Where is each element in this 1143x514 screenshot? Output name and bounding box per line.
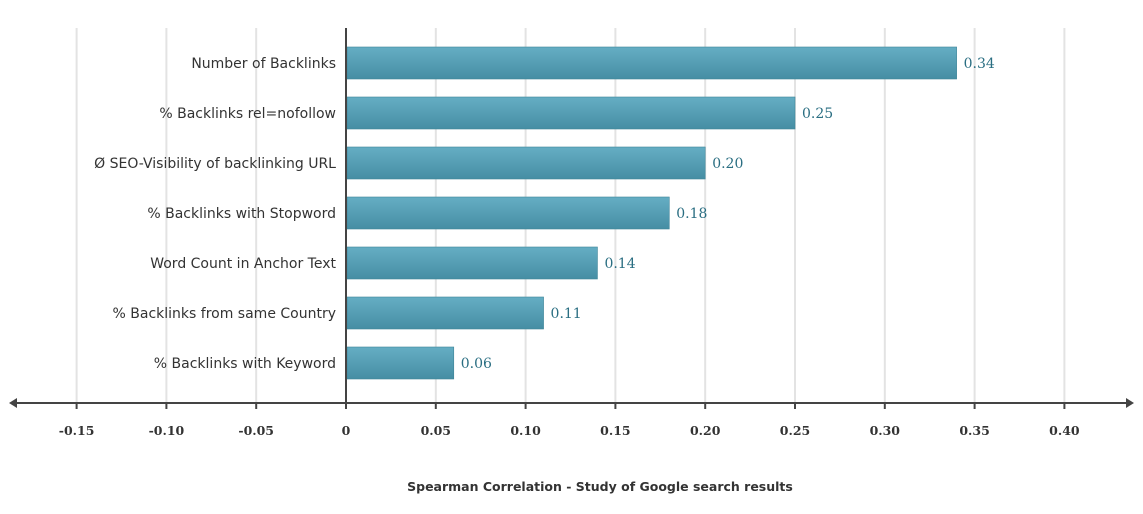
- category-label: Ø SEO-Visibility of backlinking URL: [94, 156, 336, 172]
- bar: [346, 146, 706, 180]
- category-label: % Backlinks rel=nofollow: [159, 106, 336, 122]
- bar: [346, 346, 455, 380]
- x-axis-left-arrow: [9, 398, 17, 408]
- value-label: 0.34: [964, 56, 995, 72]
- value-label: 0.06: [461, 356, 492, 372]
- x-axis-title: Spearman Correlation - Study of Google s…: [407, 479, 793, 494]
- value-label: 0.18: [676, 206, 707, 222]
- category-label: Word Count in Anchor Text: [150, 256, 336, 272]
- x-tick-label: 0.20: [690, 423, 721, 438]
- x-tick-label: 0.10: [510, 423, 541, 438]
- x-tick-label: 0.30: [870, 423, 901, 438]
- x-tick-label: -0.10: [149, 423, 185, 438]
- x-tick-label: 0.40: [1049, 423, 1080, 438]
- category-label: Number of Backlinks: [191, 56, 336, 72]
- bar: [346, 296, 544, 330]
- bar: [346, 196, 670, 230]
- x-tick-label: 0: [342, 423, 351, 438]
- category-label: % Backlinks from same Country: [113, 306, 336, 322]
- category-label: % Backlinks with Stopword: [147, 206, 336, 222]
- x-tick-label: 0.05: [421, 423, 451, 438]
- value-label: 0.20: [712, 156, 743, 172]
- x-axis-right-arrow: [1126, 398, 1134, 408]
- category-label: % Backlinks with Keyword: [154, 356, 336, 372]
- bar: [346, 46, 957, 80]
- x-tick-label: 0.25: [780, 423, 810, 438]
- x-tick-label: 0.15: [600, 423, 630, 438]
- bar: [346, 96, 796, 130]
- bar: [346, 246, 598, 280]
- x-tick-label: 0.35: [959, 423, 989, 438]
- value-label: 0.25: [802, 106, 833, 122]
- x-tick-label: -0.05: [238, 423, 274, 438]
- value-label: 0.11: [551, 306, 582, 322]
- x-tick-label: -0.15: [59, 423, 95, 438]
- value-label: 0.14: [604, 256, 635, 272]
